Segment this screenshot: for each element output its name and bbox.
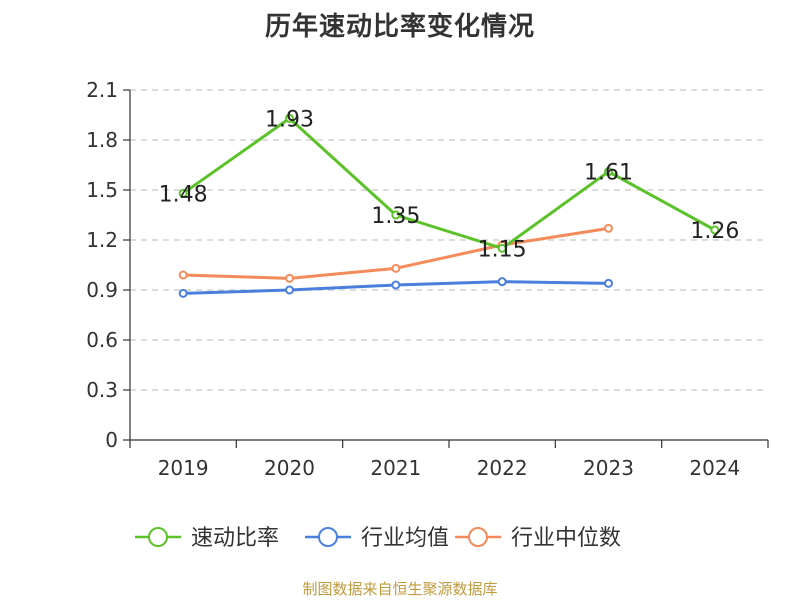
x-tick-label: 2022	[477, 456, 528, 480]
legend-marker	[468, 527, 488, 547]
x-tick-label: 2019	[158, 456, 209, 480]
data-point	[391, 263, 401, 273]
series-line	[182, 116, 716, 250]
y-tick-label: 0.9	[86, 278, 118, 302]
x-tick-label: 2024	[689, 456, 740, 480]
chart-title: 历年速动比率变化情况	[264, 12, 535, 42]
legend-marker	[148, 527, 168, 547]
data-source-note: 制图数据来自恒生聚源数据库	[302, 580, 498, 598]
legend-label: 行业中位数	[511, 526, 621, 551]
data-point	[391, 210, 401, 220]
y-tick-label: 1.8	[86, 128, 118, 152]
data-point	[391, 280, 401, 290]
data-point	[604, 278, 613, 288]
data-point	[285, 273, 294, 283]
data-label: 1.35	[371, 204, 420, 229]
data-point	[497, 277, 507, 287]
data-label: 1.93	[265, 107, 314, 132]
legend-label: 速动比率	[191, 526, 279, 551]
x-tick-label: 2021	[370, 456, 421, 480]
y-tick-label: 1.2	[86, 228, 118, 252]
data-point	[604, 167, 613, 177]
data-label: 1.48	[159, 182, 208, 207]
data-point	[497, 243, 507, 253]
data-label: 1.61	[584, 161, 633, 186]
x-tick-label: 2020	[264, 456, 315, 480]
data-point	[178, 288, 188, 298]
y-tick-label: 2.1	[86, 78, 118, 102]
data-point	[285, 113, 294, 123]
data-point	[178, 270, 188, 280]
data-point	[285, 285, 294, 295]
data-point	[710, 225, 720, 235]
legend-label: 行业均值	[361, 526, 449, 551]
y-tick-label: 0	[105, 428, 118, 452]
data-label: 1.26	[690, 219, 739, 244]
x-tick-label: 2023	[583, 456, 634, 480]
legend-marker	[318, 527, 338, 547]
data-label: 1.15	[478, 237, 527, 262]
data-point	[178, 188, 188, 198]
y-tick-label: 1.5	[86, 178, 118, 202]
y-tick-label: 0.6	[86, 328, 118, 352]
y-tick-label: 0.3	[86, 378, 118, 402]
data-point	[604, 223, 613, 233]
